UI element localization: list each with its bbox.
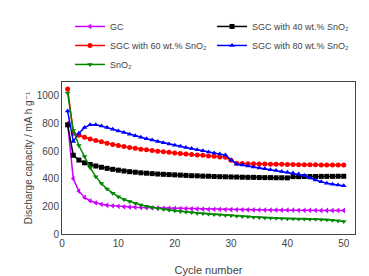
svg-text:SGC with 40 wt.% SnO₂: SGC with 40 wt.% SnO₂: [252, 22, 349, 32]
svg-text:Cycle number: Cycle number: [175, 264, 243, 276]
svg-text:50: 50: [338, 238, 350, 249]
svg-text:20: 20: [169, 238, 181, 249]
svg-text:0: 0: [53, 229, 59, 240]
svg-text:10: 10: [113, 238, 125, 249]
svg-text:600: 600: [42, 146, 59, 157]
svg-text:1000: 1000: [37, 90, 60, 101]
svg-text:40: 40: [282, 238, 294, 249]
svg-text:0: 0: [59, 238, 65, 249]
svg-text:30: 30: [225, 238, 237, 249]
svg-text:SnO₂: SnO₂: [110, 60, 132, 70]
svg-text:SGC with 80 wt.% SnO₂: SGC with 80 wt.% SnO₂: [252, 41, 349, 51]
svg-text:Discharge capacity / mA h g⁻¹: Discharge capacity / mA h g⁻¹: [23, 91, 34, 224]
svg-text:400: 400: [42, 173, 59, 184]
svg-text:GC: GC: [110, 22, 124, 32]
svg-text:SGC with 60 wt.% SnO₂: SGC with 60 wt.% SnO₂: [110, 41, 207, 51]
svg-text:200: 200: [42, 201, 59, 212]
svg-text:800: 800: [42, 118, 59, 129]
